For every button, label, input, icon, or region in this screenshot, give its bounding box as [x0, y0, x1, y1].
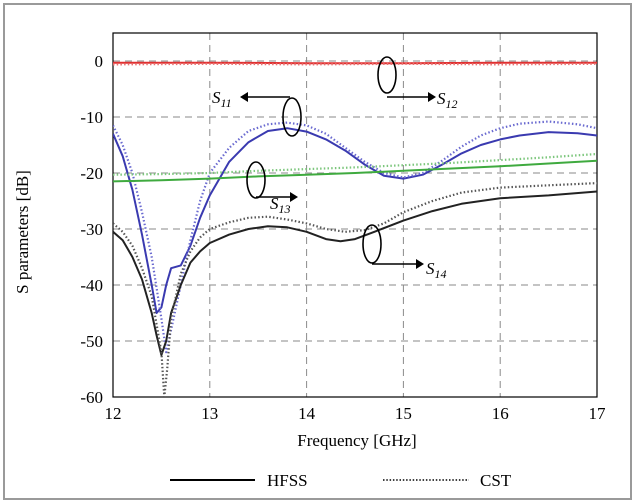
series-s14-hfss: [113, 190, 597, 356]
y-tick-label: -20: [80, 164, 103, 183]
y-tick-label: -40: [80, 276, 103, 295]
x-tick-label: 16: [492, 404, 509, 423]
y-tick-label: -10: [80, 108, 103, 127]
grid: [113, 33, 597, 397]
annotation-subscript: 13: [279, 202, 291, 216]
legend-label-cst: CST: [480, 471, 512, 490]
y-axis-label: S parameters [dB]: [13, 170, 32, 294]
legend-label-hfss: HFSS: [267, 471, 308, 490]
y-tick-label: 0: [95, 52, 104, 71]
x-tick-label: 12: [105, 404, 122, 423]
annotation-ellipse: [362, 224, 382, 264]
series-s12-hfss: [113, 61, 597, 65]
annotation-arrowhead: [428, 92, 436, 102]
annotation-s14: S14: [362, 224, 447, 281]
annotation-label: S14: [426, 259, 447, 281]
series-s11-cst: [113, 120, 597, 354]
y-tick-label: -50: [80, 332, 103, 351]
annotation-arrowhead: [416, 259, 424, 269]
legend: HFSS CST: [170, 471, 512, 490]
series-s11-hfss: [113, 127, 597, 314]
y-tick-label: -60: [80, 388, 103, 407]
annotation-ellipse: [282, 97, 302, 137]
annotation-subscript: 14: [435, 267, 447, 281]
x-axis-label: Frequency [GHz]: [297, 431, 416, 450]
series-s12-cst: [113, 62, 597, 66]
series-s13-cst: [113, 152, 597, 176]
annotation-ellipse: [377, 56, 397, 94]
annotation-label: S12: [437, 89, 458, 111]
plot-area: [112, 32, 598, 398]
annotation-ellipse: [246, 161, 266, 199]
annotation-subscript: 11: [221, 96, 232, 110]
series-s13-hfss: [113, 159, 597, 183]
x-tick-label: 15: [395, 404, 412, 423]
annotation-s12: S12: [377, 56, 458, 111]
series-layer: [113, 61, 597, 397]
annotation-arrowhead: [290, 192, 298, 202]
annotation-s13: S13: [246, 161, 298, 216]
series-s14-cst: [113, 182, 597, 397]
y-tick-label: -30: [80, 220, 103, 239]
annotation-arrowhead: [240, 92, 248, 102]
x-tick-label: 17: [589, 404, 607, 423]
x-tick-label: 13: [201, 404, 218, 423]
x-tick-label: 14: [298, 404, 316, 423]
tick-labels: 12 13 14 15 16 17 0 -10 -20 -30 -40 -50 -60: [80, 52, 606, 423]
annotation-label: S11: [212, 88, 232, 110]
figure-border: [3, 3, 632, 500]
annotation-subscript: 12: [446, 97, 458, 111]
